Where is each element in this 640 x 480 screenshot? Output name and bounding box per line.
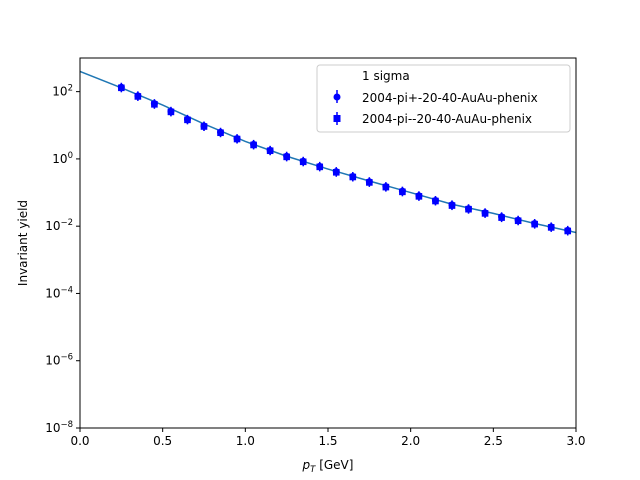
data-point-square [134,93,142,100]
y-tick-label: 100 [52,151,73,166]
legend-series-1-label: 2004-pi+-20-40-AuAu-phenix [362,91,538,105]
x-tick-label: 3.0 [566,434,585,448]
data-point-square [151,101,158,108]
data-point-square [514,217,522,225]
x-axis: 0.0 0.5 1.0 1.5 2.0 2.5 3.0 [70,428,586,448]
data-point-square [118,84,125,92]
x-tick-label: 1.5 [318,434,337,448]
data-point-square [266,147,274,155]
x-axis-label-subscript: T [310,465,316,475]
data-point-square [217,129,224,137]
x-tick-label: 1.0 [236,434,255,448]
legend-marker-square [333,112,341,125]
data-point-square [167,108,175,116]
y-tick-label: 10−2 [45,218,73,233]
data-point-square [184,116,191,124]
data-point-square [200,123,208,130]
data-point-square [465,205,472,213]
data-point-square [547,224,555,231]
data-point-square [366,179,373,186]
y-tick-label: 10−8 [45,420,73,435]
y-tick-label: 10−6 [45,353,73,368]
x-tick-label: 0.0 [70,434,89,448]
data-point-square [432,197,439,205]
data-point-square [481,210,489,217]
legend-box [316,64,571,133]
legend-fit-label: 1 sigma [362,69,410,83]
y-tick-label: 102 [52,84,73,99]
data-point-square [498,214,505,221]
series-2 [118,83,572,236]
data-point-square [332,168,340,176]
data-point-square [415,193,423,200]
y-tick-label: 10−4 [45,285,73,300]
data-point-square [564,227,572,235]
data-point-square [448,202,456,209]
y-axis: 102 100 10−2 10−4 10−6 10−8 [45,84,80,435]
data-point-square [349,173,357,181]
data-point-square [283,153,290,161]
x-axis-label-unit: [GeV] [315,458,353,472]
x-tick-label: 0.5 [153,434,172,448]
data-point-square [233,135,241,143]
data-point-square [531,220,538,228]
x-axis-label: pT [GeV] [302,458,354,475]
data-point-square [399,188,406,196]
legend-marker-circle [333,90,341,103]
plot-area [80,70,576,236]
legend: 1 sigma 2004-pi+-20-40-AuAu-phenix 2004-… [316,64,571,133]
data-point-square [382,183,390,191]
legend-series-2-label: 2004-pi--20-40-AuAu-phenix [362,112,532,126]
data-point-square [299,158,307,166]
fit-line [80,70,576,234]
x-tick-label: 2.0 [401,434,420,448]
data-point-square [250,141,257,149]
data-point-square [316,163,324,171]
x-axis-label-symbol: p [302,458,311,472]
x-tick-label: 2.5 [484,434,503,448]
y-axis-label: Invariant yield [16,200,30,286]
